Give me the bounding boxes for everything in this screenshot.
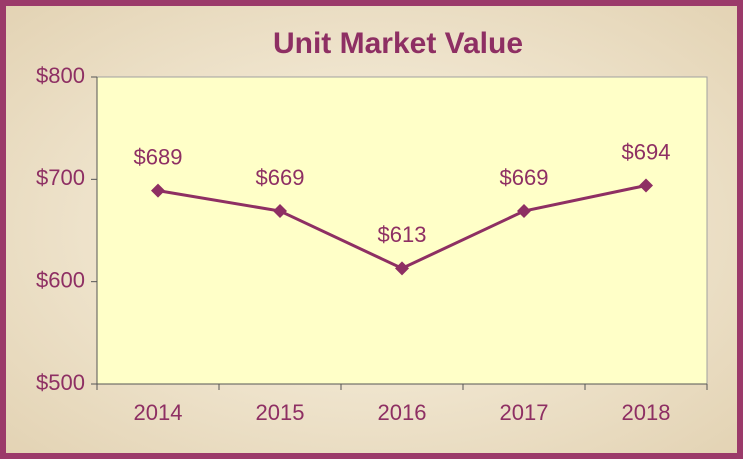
x-tick-label: 2018	[622, 400, 671, 425]
y-tick-label: $800	[36, 63, 85, 88]
x-tick-label: 2015	[256, 400, 305, 425]
data-point	[395, 261, 409, 276]
data-point	[517, 204, 531, 219]
data-label: $669	[256, 165, 305, 190]
x-tick-label: 2014	[134, 400, 183, 425]
y-tick-label: $500	[36, 370, 85, 395]
data-label: $669	[500, 165, 549, 190]
data-point	[273, 204, 287, 219]
y-tick-label: $700	[36, 165, 85, 190]
x-tick-label: 2017	[500, 400, 549, 425]
data-label: $689	[134, 144, 183, 169]
data-point	[639, 178, 653, 193]
data-point	[151, 183, 165, 198]
y-tick-label: $600	[36, 267, 85, 292]
x-tick-label: 2016	[378, 400, 427, 425]
data-label: $694	[622, 139, 671, 164]
chart-title: Unit Market Value	[273, 27, 523, 60]
data-label: $613	[378, 222, 427, 247]
plot-area	[96, 76, 708, 385]
